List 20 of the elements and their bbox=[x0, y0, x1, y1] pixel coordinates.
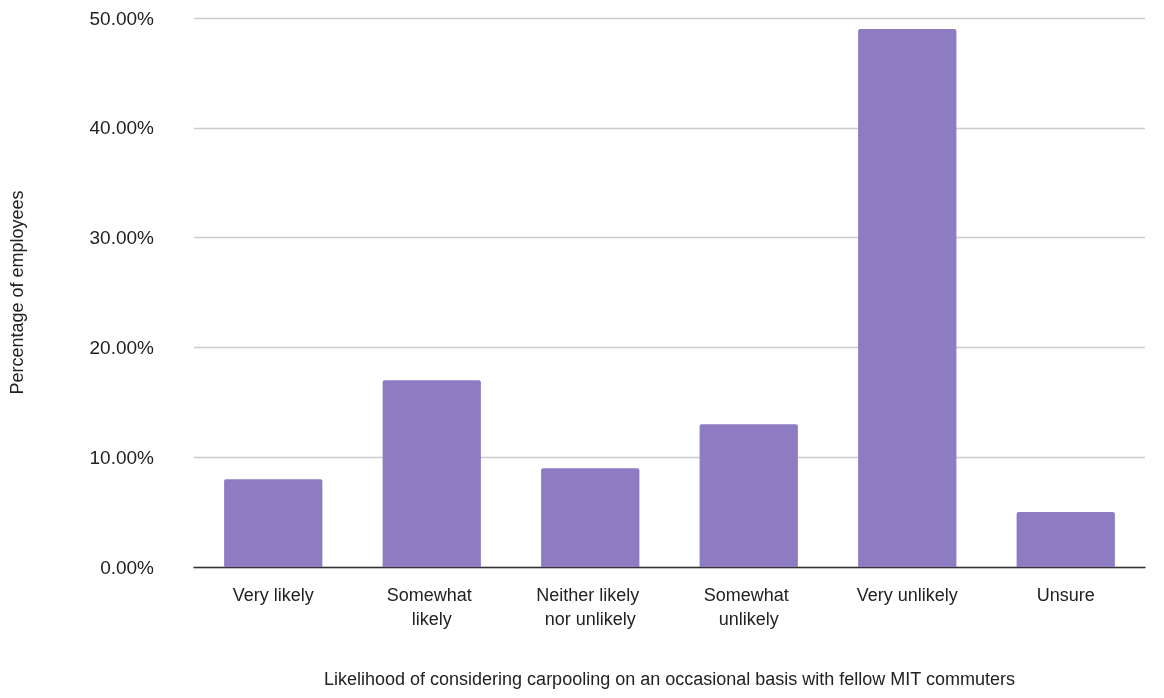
bar bbox=[858, 28, 957, 567]
y-tick-label: 10.00% bbox=[89, 446, 155, 468]
y-axis-title: Percentage of employees bbox=[7, 190, 27, 395]
x-tick-label: Very likely bbox=[232, 585, 314, 605]
x-tick-label: Somewhat likely bbox=[386, 585, 477, 629]
bar bbox=[699, 424, 798, 567]
bar bbox=[1016, 512, 1115, 567]
y-tick-label: 30.00% bbox=[89, 227, 155, 249]
y-tick-label: 50.00% bbox=[89, 7, 155, 29]
bar bbox=[382, 380, 481, 567]
bar bbox=[541, 468, 640, 567]
x-axis-title: Likelihood of considering carpooling on an occasional basis with fellow MIT commuters bbox=[323, 669, 1016, 689]
y-tick-label: 0.00% bbox=[100, 556, 155, 578]
x-tick-label: Very unlikely bbox=[856, 585, 958, 605]
x-tick-label: Somewhat unlikely bbox=[703, 585, 794, 629]
y-tick-label: 20.00% bbox=[89, 336, 155, 358]
x-tick-label: Unsure bbox=[1036, 585, 1095, 605]
bar bbox=[224, 479, 323, 567]
x-tick-label: Neither likely nor unlikely bbox=[536, 585, 645, 629]
y-tick-label: 40.00% bbox=[89, 117, 155, 139]
